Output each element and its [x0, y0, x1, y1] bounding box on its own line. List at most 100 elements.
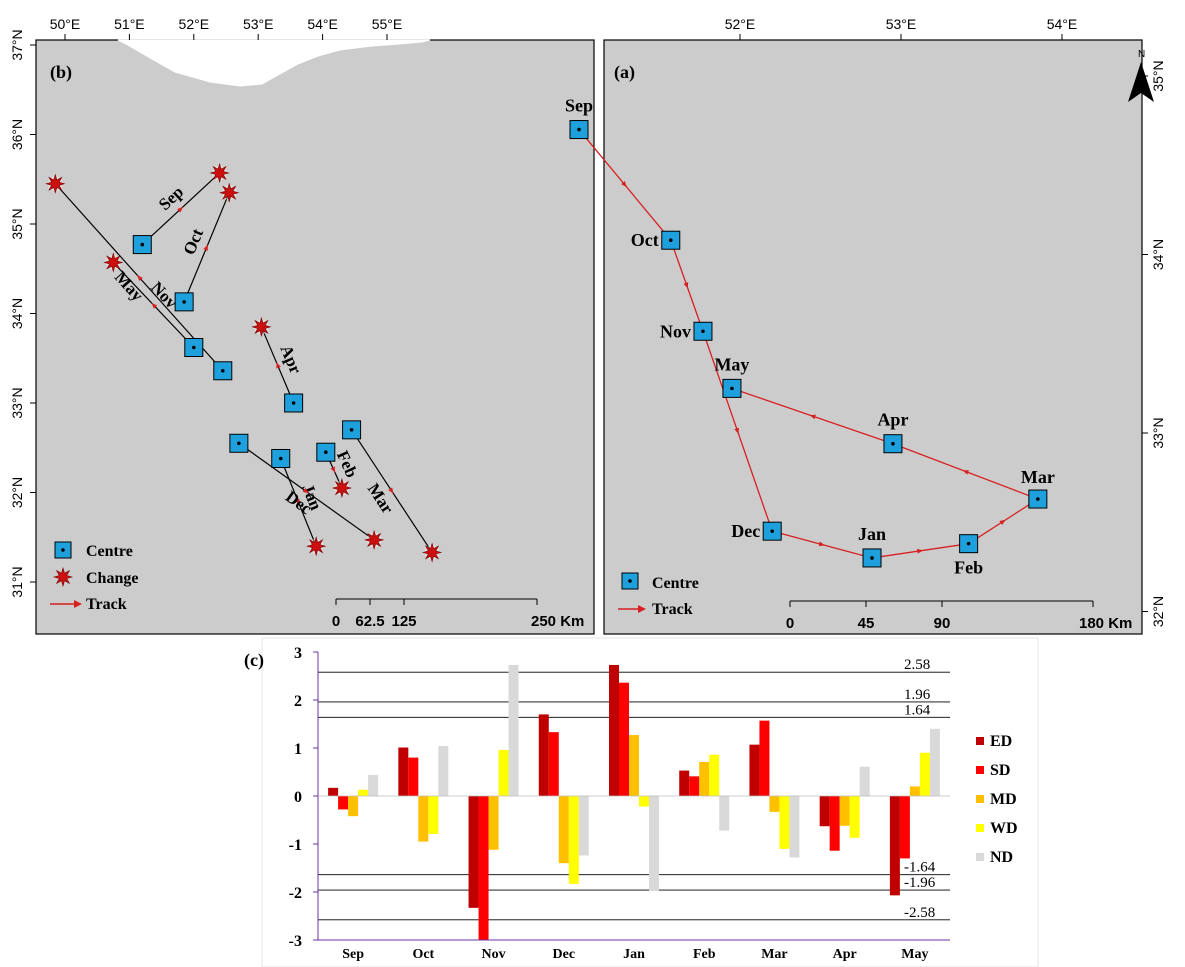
- centre-marker: [661, 230, 681, 250]
- legend-swatch: [976, 824, 984, 832]
- panel-a-lat-ticks: 35°N 34°N 33°N 32°N: [1142, 60, 1166, 627]
- change-marker: [45, 173, 66, 194]
- bar-nd: [929, 728, 940, 796]
- bar-ed: [328, 787, 339, 796]
- centre-marker: [184, 338, 204, 358]
- threshold-label: -1.64: [904, 860, 936, 876]
- legend-change-label: Change: [86, 570, 138, 587]
- north-arrow-icon: N: [1128, 49, 1154, 102]
- centre-marker: [213, 361, 233, 381]
- bar-ed: [609, 664, 619, 796]
- bar-nd: [789, 796, 800, 858]
- centre-marker: [862, 548, 882, 568]
- centre-month-label: Feb: [954, 558, 983, 578]
- bar-md: [418, 796, 429, 842]
- centre-month-label: Nov: [660, 321, 691, 341]
- centre-month-label: Sep: [565, 96, 593, 116]
- bar-sd: [829, 796, 840, 851]
- panel-b-frame: [35, 39, 595, 635]
- change-marker: [306, 536, 327, 557]
- threshold-label: -2.58: [904, 905, 935, 921]
- change-marker: [209, 162, 230, 184]
- panel-b-legend: Centre Change Track: [50, 541, 138, 613]
- legend-series-label: SD: [990, 762, 1010, 779]
- legend-swatch: [976, 795, 984, 803]
- change-marker: [219, 182, 240, 203]
- lat-tick-label: 31°N: [9, 566, 25, 597]
- lat-tick-label: 36°N: [9, 119, 25, 150]
- x-tick-label: Apr: [833, 947, 857, 962]
- y-tick-label: 0: [294, 789, 302, 806]
- legend-series-label: ED: [990, 733, 1012, 750]
- threshold-label: 2.58: [904, 657, 930, 673]
- bar-ed: [749, 744, 760, 796]
- bar-wd: [709, 754, 720, 796]
- chart-bars: [328, 664, 940, 940]
- lat-tick-label: 33°N: [9, 387, 25, 418]
- bar-md: [348, 796, 359, 817]
- centre-marker: [693, 321, 713, 341]
- bar-ed: [468, 796, 479, 908]
- panel-c-label: (c): [244, 650, 264, 671]
- centre-marker: [132, 235, 152, 255]
- bar-sd: [338, 796, 349, 810]
- bar-ed: [819, 796, 830, 827]
- threshold-label: -1.96: [904, 875, 936, 891]
- centre-marker: [883, 434, 903, 454]
- centre-marker: [1028, 489, 1048, 509]
- x-tick-label: Oct: [412, 947, 434, 962]
- y-tick-label: -1: [289, 837, 302, 854]
- lon-tick-label: 54°E: [1047, 16, 1078, 32]
- centre-month-label: Mar: [1021, 467, 1055, 487]
- bar-wd: [358, 789, 369, 796]
- y-tick-label: -3: [289, 933, 302, 950]
- bar-ed: [538, 714, 549, 796]
- lat-tick-label: 35°N: [9, 208, 25, 239]
- change-marker: [103, 252, 124, 273]
- scale-tick-label: 180 Km: [1079, 615, 1132, 632]
- lon-tick-label: 52°E: [725, 16, 756, 32]
- scale-tick-label: 0: [332, 613, 340, 630]
- y-tick-label: 1: [294, 741, 302, 758]
- centre-month-label: Dec: [731, 521, 760, 541]
- bar-sd: [619, 682, 629, 796]
- bar-wd: [428, 796, 439, 834]
- threshold-label: 1.96: [904, 687, 931, 703]
- panel-a-map: (a) 52°E 53°E 54°E 35°N 34°N 33°N 32°N Sep Oct…: [565, 16, 1166, 635]
- scale-tick-label: 250 Km: [531, 613, 584, 630]
- bar-ed: [679, 770, 690, 796]
- lon-tick-label: 52°E: [179, 16, 210, 32]
- bar-md: [699, 761, 710, 796]
- x-tick-label: May: [901, 947, 928, 962]
- bar-wd: [498, 749, 509, 796]
- bar-nd: [859, 766, 870, 796]
- lat-tick-label: 32°N: [1150, 596, 1166, 627]
- bar-md: [769, 796, 780, 812]
- lon-tick-label: 51°E: [114, 16, 145, 32]
- bar-sd: [759, 720, 770, 796]
- centre-month-label: Apr: [877, 410, 908, 430]
- bar-md: [629, 735, 639, 796]
- centre-marker: [284, 393, 304, 413]
- lat-tick-label: 34°N: [1150, 239, 1166, 270]
- bar-nd: [719, 796, 730, 831]
- lon-tick-label: 53°E: [886, 16, 917, 32]
- chart-axes: 3 2 1 0 -1 -2 -3 Sep Oct Nov Dec Jan Feb Mar Apr May: [289, 645, 950, 962]
- bar-wd: [568, 796, 579, 884]
- y-tick-label: 2: [294, 693, 302, 710]
- panel-b-lat-ticks: 37°N 36°N 35°N 34°N 33°N 32°N 31°N: [9, 29, 36, 598]
- lon-tick-label: 53°E: [243, 16, 274, 32]
- legend-series-label: WD: [990, 820, 1018, 837]
- centre-marker: [229, 433, 249, 453]
- panel-b-scale-bar: 0 62.5 125 250 Km: [332, 598, 584, 630]
- y-tick-label: -2: [289, 885, 302, 902]
- scale-tick-label: 90: [934, 615, 951, 632]
- legend-series-label: ND: [990, 849, 1013, 866]
- lon-tick-label: 50°E: [50, 16, 81, 32]
- lat-tick-label: 32°N: [9, 477, 25, 508]
- panel-a-scale-bar: 0 45 90 180 Km: [786, 600, 1132, 632]
- change-marker: [251, 316, 272, 337]
- x-tick-label: Feb: [693, 947, 716, 962]
- centre-marker: [722, 378, 742, 398]
